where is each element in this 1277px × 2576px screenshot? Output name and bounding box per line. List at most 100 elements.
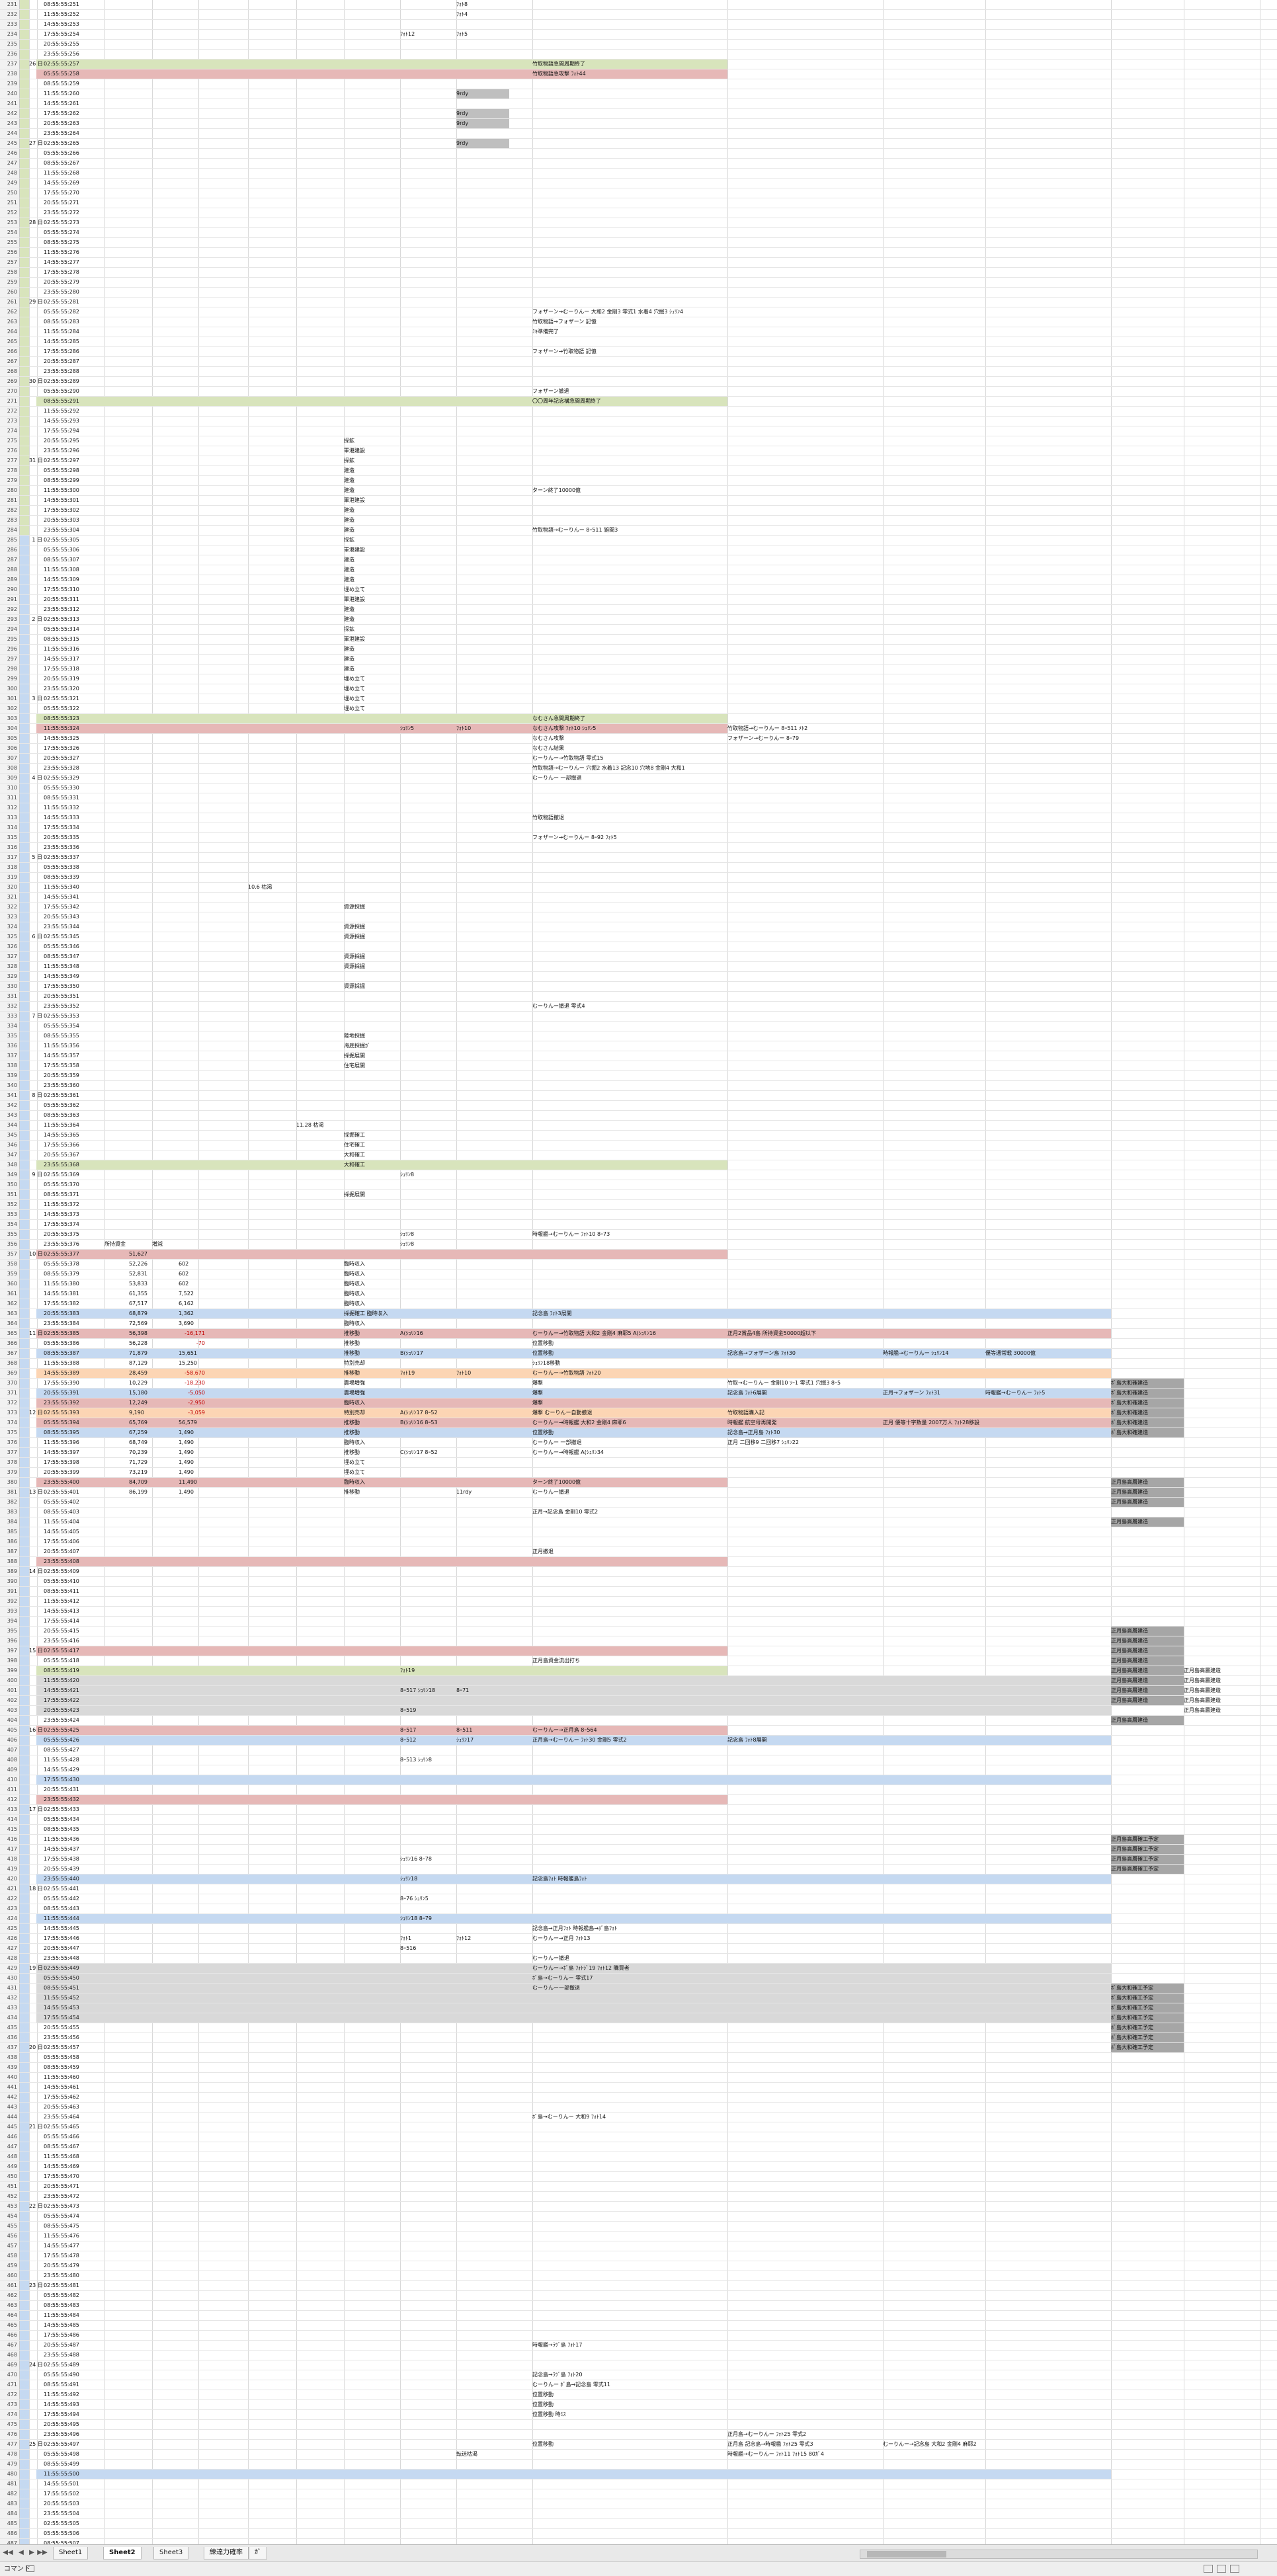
time-cell[interactable]: 20:55:55:335 [44, 834, 79, 840]
sheet-row[interactable]: 299 20:55:55:319 埋め立て [0, 674, 1277, 684]
sheet-row[interactable]: 444 23:55:55:464 ﾎﾞ島→むーりんー 大和9 ﾌｫﾄ14 [0, 2113, 1277, 2122]
row-header[interactable]: 336 [0, 1041, 20, 1051]
sheet-row[interactable]: 343 08:55:55:363 [0, 1111, 1277, 1121]
data-cell[interactable]: 正月→フォザーン ﾌｫﾄ31 [883, 1390, 941, 1396]
data-cell[interactable]: 探鉱 [344, 626, 354, 632]
sheet-row[interactable]: 375 08:55:55:395 67,259 1,490 推移動 位置移動 記念島→正月島… [0, 1428, 1277, 1438]
sheet-row[interactable]: 419 20:55:55:439 正月島高層確工予定 [0, 1865, 1277, 1874]
data-cell[interactable]: 記念島 ﾌｫﾄ8展開 [727, 1737, 767, 1743]
data-cell[interactable]: 位置移動 [532, 2441, 554, 2447]
row-header[interactable]: 272 [0, 407, 20, 416]
sheet-row[interactable]: 400 11:55:55:420 正月島高層建造 正月島高層建造 [0, 1676, 1277, 1686]
row-header[interactable]: 327 [0, 952, 20, 961]
sheet-row[interactable]: 349 9 日 02:55:55:369 ｼｭﾘﾝ8 [0, 1170, 1277, 1180]
row-header[interactable]: 479 [0, 2460, 20, 2469]
time-cell[interactable]: 14:55:55:293 [44, 418, 79, 424]
data-cell[interactable]: 11.28 枯渇 [296, 1122, 324, 1128]
data-cell[interactable]: 資源採掘 [344, 963, 365, 969]
row-header[interactable]: 335 [0, 1031, 20, 1041]
sheet-row[interactable]: 386 17:55:55:406 [0, 1537, 1277, 1547]
sheet-row[interactable]: 335 08:55:55:355 陸地採掘 [0, 1031, 1277, 1041]
sheet-row[interactable]: 283 20:55:55:303 建造 [0, 516, 1277, 526]
sheet-row[interactable]: 418 17:55:55:438 ｼｭﾘﾝ16 8ｰ78 正月島高層確工予定 [0, 1855, 1277, 1865]
row-header[interactable]: 238 [0, 69, 20, 79]
time-cell[interactable]: 11:55:55:484 [44, 2312, 79, 2318]
time-cell[interactable]: 17:55:55:406 [44, 1539, 79, 1545]
row-header[interactable]: 379 [0, 1468, 20, 1477]
row-header[interactable]: 282 [0, 506, 20, 515]
data-cell[interactable]: ﾌｫﾄ19 [400, 1370, 415, 1376]
row-header[interactable]: 295 [0, 635, 20, 644]
row-header[interactable]: 418 [0, 1855, 20, 1864]
time-cell[interactable]: 05:55:55:354 [44, 1023, 79, 1029]
data-cell[interactable] [532, 2420, 718, 2429]
sheet-row[interactable]: 282 17:55:55:302 建造 [0, 506, 1277, 516]
row-header[interactable]: 428 [0, 1954, 20, 1963]
row-header[interactable]: 378 [0, 1458, 20, 1467]
row-header[interactable]: 291 [0, 595, 20, 604]
data-cell[interactable]: ﾎﾞ島大和確建造 [1111, 1428, 1184, 1437]
sheet-row[interactable]: 435 20:55:55:455 ﾎﾞ島大和確工予定 [0, 2023, 1277, 2033]
sheet-row[interactable]: 357 10 日 02:55:55:377 51,627 [0, 1250, 1277, 1260]
data-cell[interactable]: ﾌｫﾄ1 [400, 1935, 412, 1941]
data-cell[interactable]: 軍港建設 [344, 636, 365, 642]
time-cell[interactable]: 20:55:55:439 [44, 1866, 79, 1872]
time-cell[interactable]: 02:55:55:481 [44, 2282, 79, 2288]
time-cell[interactable]: 14:55:55:253 [44, 21, 79, 27]
sheet-row[interactable]: 308 23:55:55:328 竹取物語→むーりんー 穴掘2 水着13 記念10 … [0, 764, 1277, 774]
row-header[interactable]: 434 [0, 2013, 20, 2023]
row-header[interactable]: 286 [0, 545, 20, 555]
sheet-tab[interactable]: ｶﾞ [249, 2547, 267, 2559]
data-cell[interactable]: なむさん結果 [532, 745, 564, 751]
time-cell[interactable]: 14:55:55:453 [44, 2005, 79, 2011]
sheet-row[interactable]: 359 08:55:55:379 52,831 602 臨時収入 [0, 1269, 1277, 1279]
row-header[interactable]: 367 [0, 1349, 20, 1358]
sheet-row[interactable]: 469 24 日 02:55:55:489 [0, 2360, 1277, 2370]
sheet-row[interactable]: 368 11:55:55:388 87,129 15,250 特別売却 ｼｭﾘﾝ18移動 [0, 1359, 1277, 1369]
row-header[interactable]: 278 [0, 466, 20, 475]
data-cell[interactable]: ｼｭﾘﾝ17 [456, 1737, 474, 1743]
data-cell[interactable]: 時報艦→むーりんー ﾌｫﾄ11 ﾌｫﾄ15 80ｶﾞ4 [727, 2451, 824, 2457]
data-cell[interactable]: 建造 [344, 477, 354, 483]
sheet-row[interactable]: 416 11:55:55:436 正月島高層確工予定 [0, 1835, 1277, 1845]
row-header[interactable]: 391 [0, 1587, 20, 1596]
time-cell[interactable]: 05:55:55:386 [44, 1340, 79, 1346]
sheet-row[interactable]: 426 17:55:55:446 ﾌｫﾄ1 ﾌｫﾄ12 むーりんー→正月 ﾌｫﾄ13 [0, 1934, 1277, 1944]
sheet-row[interactable]: 270 05:55:55:290 フォザーン撤退 [0, 387, 1277, 397]
data-cell[interactable]: フォザーン→むーりんー 8ｰ79 [727, 735, 800, 741]
data-cell[interactable]: A(ｼｭﾘﾝ16 [400, 1330, 423, 1336]
sheet-row[interactable]: 239 08:55:55:259 [0, 79, 1277, 89]
row-header[interactable]: 442 [0, 2093, 20, 2102]
row-header[interactable]: 399 [0, 1666, 20, 1675]
data-cell[interactable]: ﾎﾞ島大和確工予定 [1111, 2033, 1184, 2042]
sheet-row[interactable]: 371 20:55:55:391 15,180 -5,050 農場増強 爆撃 記念島 ﾌｫﾄ… [0, 1389, 1277, 1398]
time-cell[interactable]: 05:55:55:410 [44, 1578, 79, 1584]
data-cell[interactable]: 1,490 [179, 1439, 194, 1445]
data-cell[interactable]: ｼｭﾘﾝ8 [400, 1241, 415, 1247]
row-header[interactable]: 346 [0, 1141, 20, 1150]
data-cell[interactable]: 採掘確工 臨時収入 [344, 1310, 388, 1316]
row-header[interactable]: 437 [0, 2043, 20, 2052]
row-header[interactable]: 430 [0, 1974, 20, 1983]
sheet-row[interactable]: 411 20:55:55:431 [0, 1785, 1277, 1795]
row-header[interactable]: 264 [0, 327, 20, 337]
time-cell[interactable]: 02:55:55:289 [44, 378, 79, 384]
sheet-row[interactable]: 399 08:55:55:419 ﾌｫﾄ19 正月島高層建造 正月島高層建造 [0, 1666, 1277, 1676]
row-header[interactable]: 302 [0, 704, 20, 713]
time-cell[interactable]: 14:55:55:365 [44, 1132, 79, 1138]
row-header[interactable]: 365 [0, 1329, 20, 1338]
row-header[interactable]: 359 [0, 1269, 20, 1279]
data-cell[interactable]: 84,709 [129, 1479, 147, 1485]
sheet-row[interactable]: 320 11:55:55:340 10.6 枯渇 [0, 883, 1277, 893]
time-cell[interactable]: 17:55:55:366 [44, 1142, 79, 1148]
row-header[interactable]: 293 [0, 615, 20, 624]
sheet-row[interactable]: 297 14:55:55:317 建造 [0, 655, 1277, 664]
row-header[interactable]: 402 [0, 1696, 20, 1705]
time-cell[interactable]: 08:55:55:427 [44, 1747, 79, 1753]
data-cell[interactable]: 正月島→むーりんー ﾌｫﾄ25 零式2 [727, 2431, 807, 2437]
row-header[interactable]: 256 [0, 248, 20, 257]
time-cell[interactable]: 14:55:55:309 [44, 577, 79, 583]
time-cell[interactable]: 14:55:55:421 [44, 1687, 79, 1693]
data-cell[interactable]: 8ｰ71 [456, 1687, 470, 1693]
